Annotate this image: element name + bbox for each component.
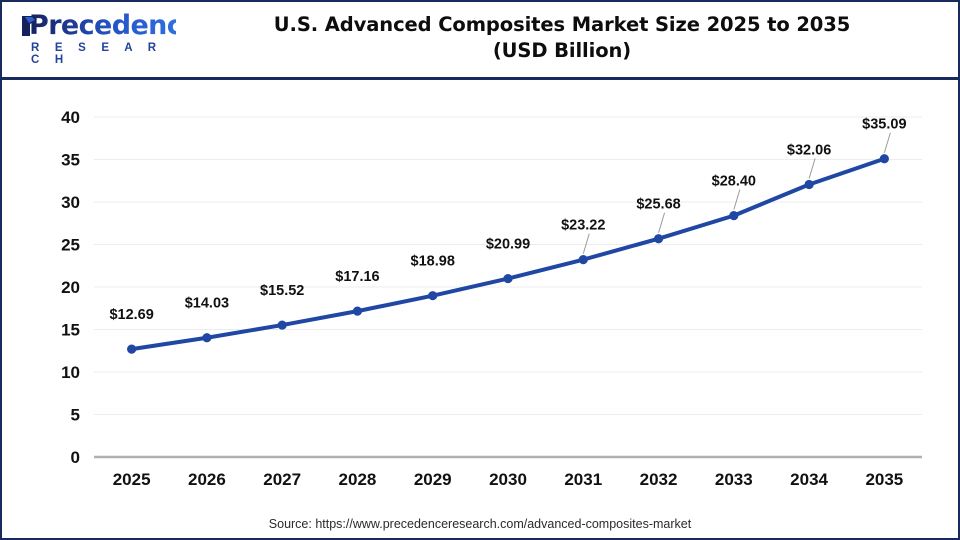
y-axis-tick-label: 35 [61,151,80,170]
x-axis-tick-label: 2028 [339,470,377,489]
x-axis-tick-label: 2033 [715,470,753,489]
data-point-marker [653,234,664,244]
y-axis-tick-label: 40 [61,108,80,127]
x-axis-tick-label: 2035 [865,470,903,489]
series-line [129,156,887,352]
label-leader-line [883,132,891,153]
x-axis-tick-label: 2025 [113,470,151,489]
data-point-marker [352,306,363,316]
data-labels: $12.69 $14.03 $15.52 $17.16 $18.98 $20.99 $23.… [109,117,906,323]
label-leader-line [658,212,666,233]
y-axis-tick-label: 25 [61,236,80,255]
data-point-marker [879,154,889,164]
label-leader-line [733,189,741,210]
line-chart: 0 5 10 15 20 25 30 35 40 2025 2026 2027 2028 2029 203… [2,80,958,538]
logo-subtitle: R E S E A R C H [31,42,163,66]
x-axis-tick-label: 2026 [188,470,226,489]
source-caption: Source: https://www.precedenceresearch.c… [269,517,692,531]
data-point-marker [503,273,513,284]
logo-wordmark: Precedence [16,12,201,39]
data-point-label: $32.06 [787,142,831,158]
x-axis-tick-label: 2031 [564,470,602,489]
data-point-marker [804,179,814,190]
y-axis-tick-label: 10 [61,363,80,382]
label-leader-lines [582,132,891,254]
data-point-label: $18.98 [411,254,455,270]
x-axis-tick-label: 2034 [790,470,828,489]
x-axis-tick-label: 2030 [489,470,527,489]
series-polyline [129,156,887,352]
y-axis-tick-label: 5 [71,406,80,425]
data-point-label: $15.52 [260,283,304,299]
label-leader-line [582,233,590,254]
data-point-label: $14.03 [185,296,229,312]
x-axis-tick-label: 2027 [263,470,301,489]
data-point-label: $35.09 [862,117,906,133]
data-point-marker [578,255,588,265]
data-point-marker [428,291,438,301]
data-point-label: $20.99 [486,237,530,253]
x-axis-tick-label: 2032 [640,470,678,489]
data-point-marker [202,333,212,343]
chart-header: Precedence R E S E A R C H U.S. Advanced… [2,2,958,80]
data-point-label: $23.22 [561,218,605,234]
x-axis-ticks: 2025 2026 2027 2028 2029 2030 2031 2032 2033 2034… [113,470,904,489]
data-point-marker [127,344,137,354]
data-point-marker [277,320,287,330]
label-leader-line [808,158,816,179]
data-point-label: $17.16 [335,269,379,285]
y-axis-tick-label: 20 [61,278,80,297]
y-axis-tick-label: 30 [61,193,80,212]
logo-mark-icon [22,16,37,36]
x-axis-tick-label: 2029 [414,470,452,489]
title-line-1: U.S. Advanced Composites Market Size 202… [273,13,851,36]
data-point-label: $12.69 [109,307,153,323]
y-axis-ticks: 0 5 10 15 20 25 30 35 40 [61,108,80,467]
data-point-label: $28.40 [712,174,756,190]
title-line-2: (USD Billion) [492,39,632,63]
precedence-research-logo: Precedence R E S E A R C H [16,12,201,68]
series-markers [127,154,889,354]
page-title: U.S. Advanced Composites Market Size 202… [182,12,942,65]
data-point-marker [729,211,739,221]
y-axis-tick-label: 0 [71,448,80,467]
y-axis-tick-label: 15 [61,321,80,340]
data-point-label: $25.68 [636,197,680,213]
gridlines [94,116,922,458]
